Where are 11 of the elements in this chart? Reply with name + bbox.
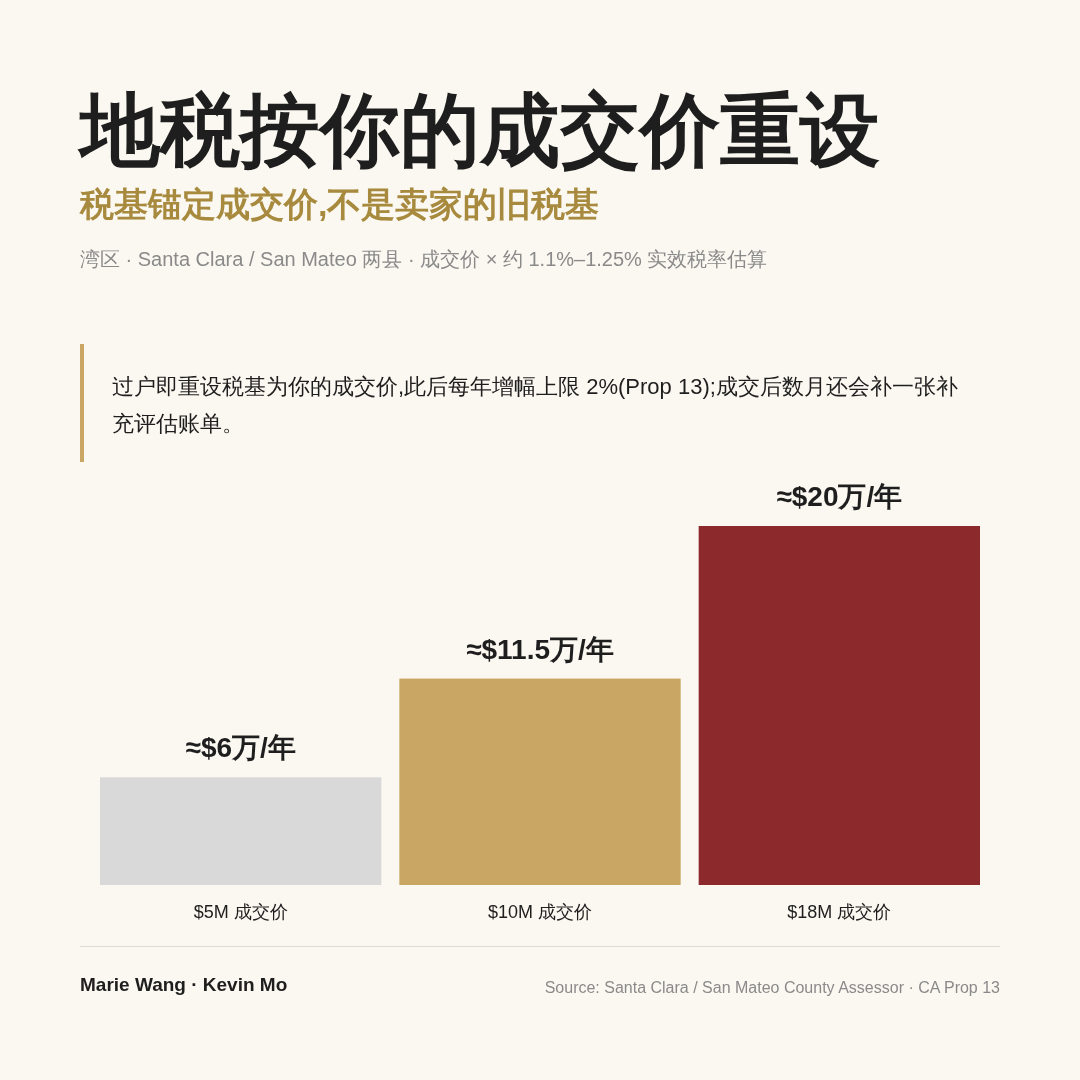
x-tick-label: $18M 成交价	[787, 902, 892, 922]
footer: Marie Wang · Kevin Mo	[80, 974, 288, 996]
data-label: ≈$20万/年	[776, 481, 903, 512]
x-tick-label: $5M 成交价	[193, 902, 288, 922]
data-label: ≈$11.5万/年	[466, 633, 614, 665]
data-label: ≈$6万/年	[185, 732, 296, 764]
subtitle: 税基锚定成交价,不是卖家的旧税基	[80, 184, 600, 225]
note: 湾区 · Santa Clara / San Mateo 两县 · 成交价 × 约 1.1%–1.25% 实效税率估算	[80, 247, 768, 272]
source: Source: Santa Clara / San Mateo County Assessor · CA Prop 13	[544, 979, 1000, 997]
quote: 过户即重设税基为你的成交价,此后每年增幅上限 2%(Prop 13);成交后数月还会补一张补充评估账单。	[80, 344, 960, 462]
x-tick-label: $10M 成交价	[487, 902, 593, 922]
